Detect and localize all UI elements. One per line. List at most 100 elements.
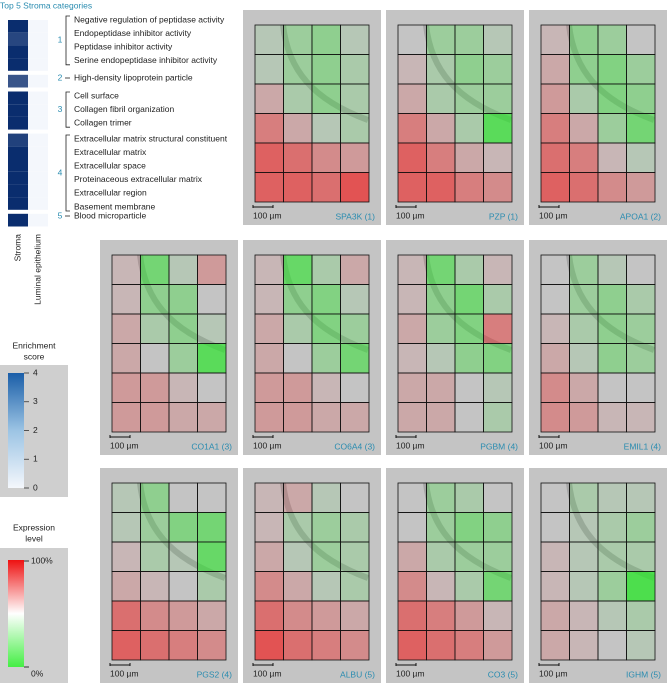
heatmap-cell (28, 74, 48, 88)
expression-cell (140, 284, 170, 315)
expression-cell (397, 571, 427, 602)
expression-cell (597, 313, 627, 344)
heatmap-cell (28, 58, 48, 71)
expression-cell (283, 541, 313, 572)
scale-bar (538, 205, 560, 208)
expression-cell (483, 630, 513, 661)
expression-cell (426, 54, 456, 85)
term-label: Collagen fibril organization (74, 104, 174, 114)
expression-cell (597, 172, 627, 203)
term-label: Collagen trimer (74, 117, 132, 127)
scale-bar-label: 100 µm (110, 440, 139, 450)
expression-cell (283, 372, 313, 403)
panel-label: PGS2 (4) (197, 669, 233, 679)
expression-cell (483, 54, 513, 85)
expression-cell (397, 24, 427, 55)
heatmap-cell (28, 159, 48, 172)
expression-cell (111, 284, 141, 315)
expression-cell (397, 83, 427, 114)
heatmap-cell (8, 213, 28, 227)
expression-cell (397, 254, 427, 285)
expression-cell (311, 254, 341, 285)
expression-cell (626, 254, 656, 285)
tissue-outline (566, 254, 656, 353)
expression-cell (597, 113, 627, 144)
scale-bar (538, 663, 560, 666)
group-number: 5 (58, 210, 63, 220)
expression-cell (283, 24, 313, 55)
panel-label: CO1A1 (3) (191, 441, 232, 451)
expression-cell (283, 83, 313, 114)
expression-cell (283, 600, 313, 631)
expression-cell (254, 83, 284, 114)
expression-cell (168, 600, 198, 631)
expression-cell (626, 343, 656, 374)
expression-cell (597, 600, 627, 631)
tissue-outline (423, 24, 513, 123)
expression-cell (140, 402, 170, 433)
expression-cell (626, 113, 656, 144)
expression-cell (340, 142, 370, 173)
expression-cell (540, 172, 570, 203)
expression-cell (569, 113, 599, 144)
heatmap-cell (28, 116, 48, 130)
heatmap-cell (28, 45, 48, 59)
expression-cell (340, 482, 370, 513)
expression-cell (569, 24, 599, 55)
expression-cell (397, 482, 427, 513)
scale-bar-label: 100 µm (253, 210, 282, 220)
expression-cell (140, 600, 170, 631)
expression-cell (283, 284, 313, 315)
expression-cell (540, 284, 570, 315)
expression-cell (597, 571, 627, 602)
expression-cell (197, 402, 227, 433)
heatmap-cell (28, 20, 48, 33)
scale-bar (109, 435, 131, 438)
expression-cell (597, 630, 627, 661)
expression-cell (111, 541, 141, 572)
expression-cell (540, 402, 570, 433)
expression-cell (626, 83, 656, 114)
expression-cell (540, 142, 570, 173)
expression-cell (454, 343, 484, 374)
enrichment-colorbar (8, 373, 24, 488)
panel-label: ALBU (5) (340, 669, 375, 679)
expression-cell (540, 254, 570, 285)
expression-cell (111, 600, 141, 631)
expression-cell (540, 343, 570, 374)
expression-cell (483, 402, 513, 433)
expression-cell (569, 284, 599, 315)
expression-cell (540, 372, 570, 403)
scale-bar (395, 663, 417, 666)
expression-cell (626, 512, 656, 543)
expression-cell (483, 343, 513, 374)
expression-cell (168, 343, 198, 374)
expression-cell (454, 24, 484, 55)
expression-cell (283, 254, 313, 285)
expression-cell (111, 482, 141, 513)
heatmap-cell (8, 159, 28, 172)
expression-cell (483, 172, 513, 203)
scale-bar-label: 100 µm (396, 210, 425, 220)
heatmap-cell (28, 213, 48, 227)
expression-cell (540, 24, 570, 55)
expression-cell (540, 512, 570, 543)
expression-cell (111, 254, 141, 285)
expression-cell (397, 630, 427, 661)
expression-cell (140, 313, 170, 344)
expression-cell (397, 142, 427, 173)
expression-cell (340, 402, 370, 433)
group-number: 1 (58, 35, 63, 45)
scale-bar-label: 100 µm (539, 210, 568, 220)
expression-cell (569, 402, 599, 433)
expression-cell (569, 254, 599, 285)
expression-cell (483, 482, 513, 513)
expression-cell (626, 172, 656, 203)
expression-cell (311, 83, 341, 114)
term-label: Extracellular region (74, 188, 147, 198)
expression-cell (569, 83, 599, 114)
panel-label: PZP (1) (489, 211, 518, 221)
term-label: Extracellular matrix (74, 147, 147, 157)
expression-cell (540, 571, 570, 602)
